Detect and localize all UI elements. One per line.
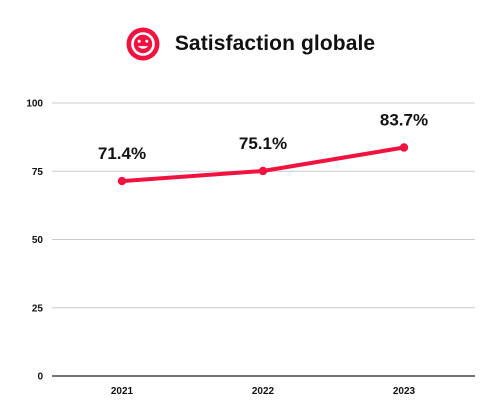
tick-layer: 0 25 50 75 100 2021 2022 2023 [26,99,415,398]
y-tick-label-25: 25 [32,303,44,314]
x-tick-label-2021: 2021 [111,386,134,397]
smiley-face-icon [126,27,160,61]
data-label-2022: 75.1% [239,134,287,153]
chart-header: Satisfaction globale [0,22,500,66]
data-point-2022 [258,166,268,176]
y-tick-label-100: 100 [26,99,43,110]
y-tick-label-50: 50 [32,235,44,246]
data-point-2023 [399,143,409,152]
y-tick-label-75: 75 [32,167,44,178]
point-layer [117,143,409,186]
chart-title: Satisfaction globale [174,32,376,55]
y-tick-label-0: 0 [37,372,43,383]
data-label-2023: 83.7% [380,110,428,129]
data-point-2021 [117,176,127,186]
label-layer: 71.4% 75.1% 83.7% [98,110,428,163]
x-tick-label-2023: 2023 [393,386,416,397]
data-label-2021: 71.4% [98,144,146,163]
x-tick-label-2022: 2022 [252,386,275,397]
